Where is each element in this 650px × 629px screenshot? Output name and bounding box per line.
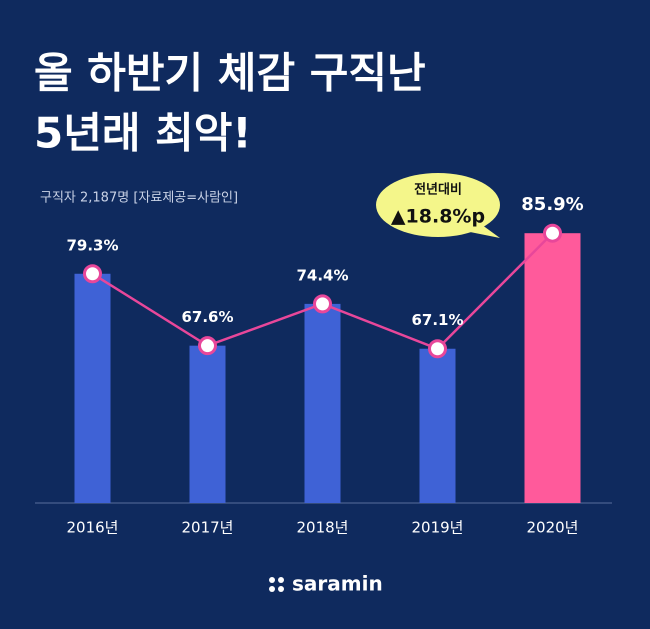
- callout: 전년대비 ▲18.8%p: [376, 173, 500, 238]
- logo-dot: [269, 577, 275, 583]
- title-line: 올 하반기 체감 구직난: [34, 49, 426, 98]
- callout-text: ▲18.8%p: [391, 206, 485, 228]
- x-tick-label: 2016년: [67, 519, 119, 537]
- line-marker: [428, 339, 447, 359]
- line-series: [83, 223, 562, 359]
- value-label: 67.1%: [411, 311, 463, 329]
- bar: [304, 303, 341, 503]
- value-label: 85.9%: [521, 194, 583, 215]
- value-label: 79.3%: [66, 236, 118, 254]
- x-tick-label: 2019년: [412, 519, 464, 537]
- callout-bubble: [376, 173, 500, 237]
- callout-title: 전년대비: [414, 182, 462, 198]
- line-marker: [83, 264, 102, 284]
- subtitle: 구직자 2,187명 [자료제공=사람인]: [40, 191, 238, 206]
- x-tick-label: 2020년: [527, 519, 579, 537]
- line-marker: [313, 294, 332, 314]
- bar: [74, 273, 111, 503]
- logo-dot: [269, 586, 275, 592]
- value-label: 67.6%: [181, 308, 233, 326]
- line-marker: [543, 223, 562, 243]
- logo-dot: [278, 577, 284, 583]
- x-tick-label: 2018년: [297, 519, 349, 537]
- bar: [419, 348, 456, 503]
- title-line: 5년래 최악!: [34, 109, 252, 158]
- brand-logo: saramin: [269, 572, 383, 596]
- bars: [74, 233, 581, 503]
- x-tick-label: 2017년: [182, 519, 234, 537]
- bar: [524, 233, 581, 503]
- line-marker: [198, 336, 217, 356]
- brand: saramin: [292, 572, 383, 596]
- bar: [189, 345, 226, 503]
- logo-dot: [278, 586, 284, 592]
- value-label: 74.4%: [296, 266, 348, 284]
